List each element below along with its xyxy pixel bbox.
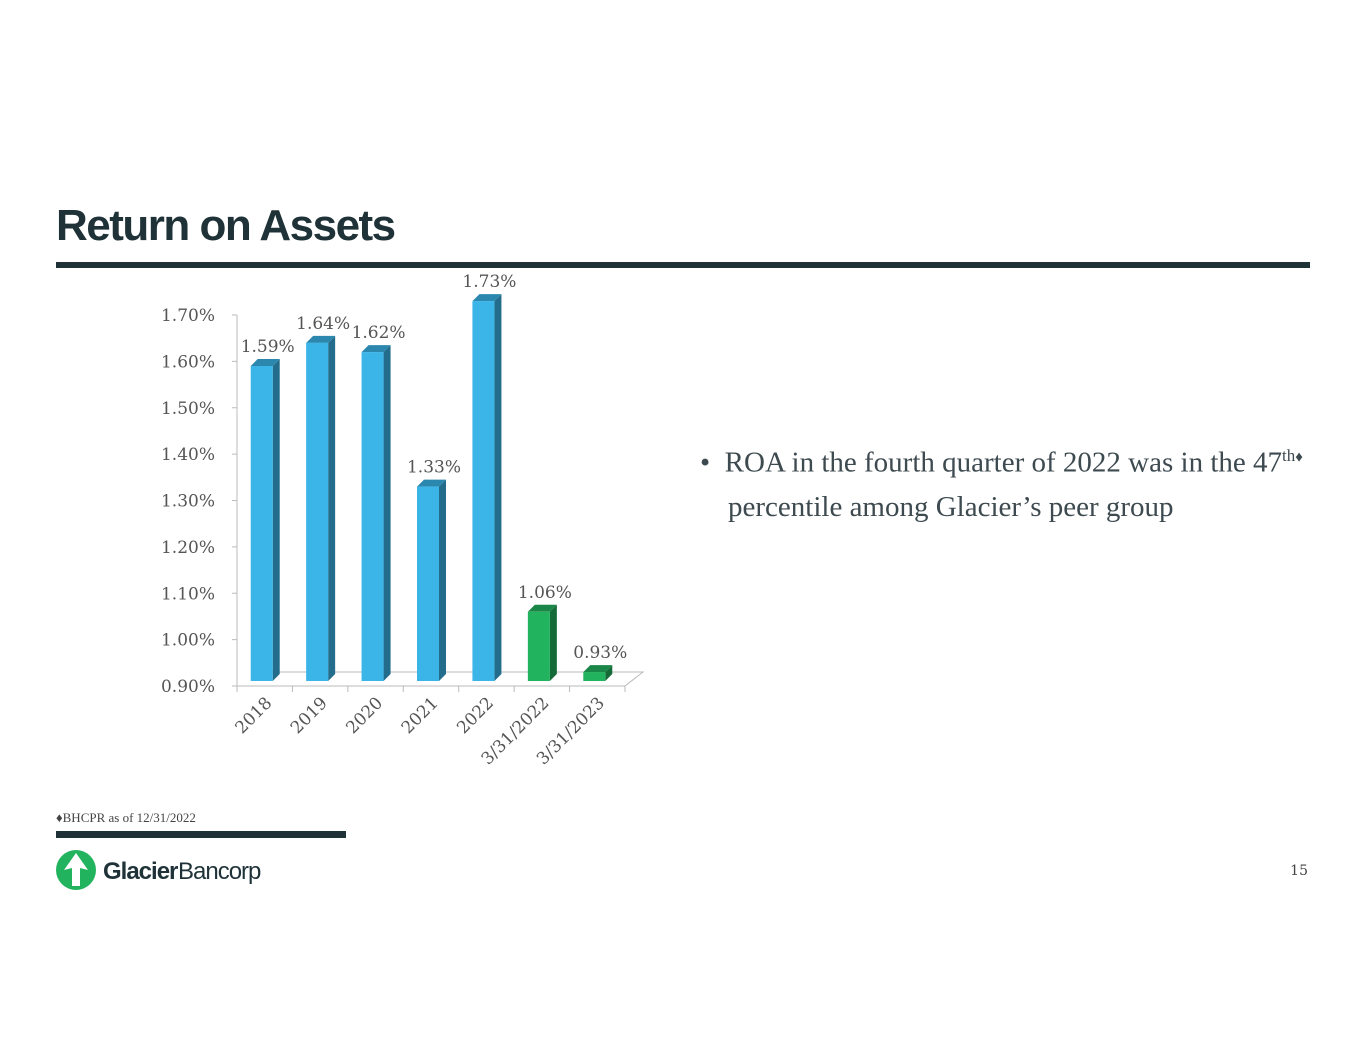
data-label: 1.33% bbox=[407, 458, 461, 478]
bullet-sup: th bbox=[1282, 446, 1296, 465]
bar bbox=[527, 611, 550, 681]
bar bbox=[250, 366, 273, 681]
bar bbox=[583, 672, 606, 681]
y-tick-label: 1.00% bbox=[161, 631, 215, 651]
bar-top bbox=[361, 345, 391, 353]
x-tick-label: 2021 bbox=[398, 693, 443, 738]
y-tick-label: 1.70% bbox=[161, 306, 215, 326]
floor bbox=[237, 671, 645, 687]
bar-top bbox=[306, 335, 336, 343]
data-label: 0.93% bbox=[573, 643, 627, 663]
data-label: 1.73% bbox=[462, 272, 516, 292]
y-tick-label: 0.90% bbox=[161, 677, 215, 697]
y-tick-label: 1.40% bbox=[161, 445, 215, 465]
bar-top bbox=[583, 665, 613, 673]
bar-top bbox=[250, 359, 280, 367]
x-tick-label: 2020 bbox=[342, 693, 387, 738]
bullet-mark: ♦ bbox=[1295, 449, 1303, 466]
title-rule bbox=[56, 262, 1310, 268]
x-tick-label: 2019 bbox=[287, 693, 332, 738]
slide-title: Return on Assets bbox=[56, 201, 395, 250]
bar-side bbox=[272, 359, 280, 681]
bar-side bbox=[605, 665, 613, 681]
y-tick-label: 1.20% bbox=[161, 538, 215, 558]
bar-side bbox=[439, 479, 446, 681]
logo-tree bbox=[64, 853, 88, 886]
y-tick-label: 1.50% bbox=[161, 399, 215, 419]
bullet: • ROA in the fourth quarter of 2022 was … bbox=[700, 446, 1303, 523]
page-number: 15 bbox=[1290, 863, 1308, 879]
bar bbox=[472, 301, 495, 681]
data-label: 1.59% bbox=[241, 337, 295, 357]
bar-side bbox=[328, 335, 336, 681]
data-label: 1.06% bbox=[518, 583, 572, 603]
x-tick-label: 2022 bbox=[453, 693, 498, 738]
bullet-text: ROA in the fourth quarter of 2022 was in… bbox=[724, 446, 1282, 479]
bar-side bbox=[549, 604, 557, 681]
bar-top bbox=[527, 604, 557, 612]
x-tick-label: 2018 bbox=[232, 693, 277, 738]
y-tick-label: 1.10% bbox=[161, 584, 215, 604]
y-tick-label: 1.60% bbox=[161, 352, 215, 372]
logo-name: Glacier bbox=[103, 858, 178, 885]
bar-side bbox=[494, 294, 502, 681]
logo-suffix: Bancorp bbox=[178, 858, 261, 885]
bar bbox=[361, 352, 384, 681]
bar-top bbox=[417, 479, 446, 487]
bar-top bbox=[472, 294, 502, 302]
footnote-rule bbox=[56, 831, 346, 838]
y-tick-label: 1.30% bbox=[161, 492, 215, 512]
bullet-text: percentile among Glacier’s peer group bbox=[728, 490, 1174, 523]
data-label: 1.62% bbox=[352, 323, 406, 343]
logo: Glacier Bancorp bbox=[56, 850, 262, 890]
data-label: 1.64% bbox=[296, 314, 350, 334]
bar bbox=[417, 486, 439, 681]
footnote: ♦BHCPR as of 12/31/2022 bbox=[56, 810, 196, 825]
bar-side bbox=[383, 345, 391, 681]
bar bbox=[306, 342, 329, 681]
